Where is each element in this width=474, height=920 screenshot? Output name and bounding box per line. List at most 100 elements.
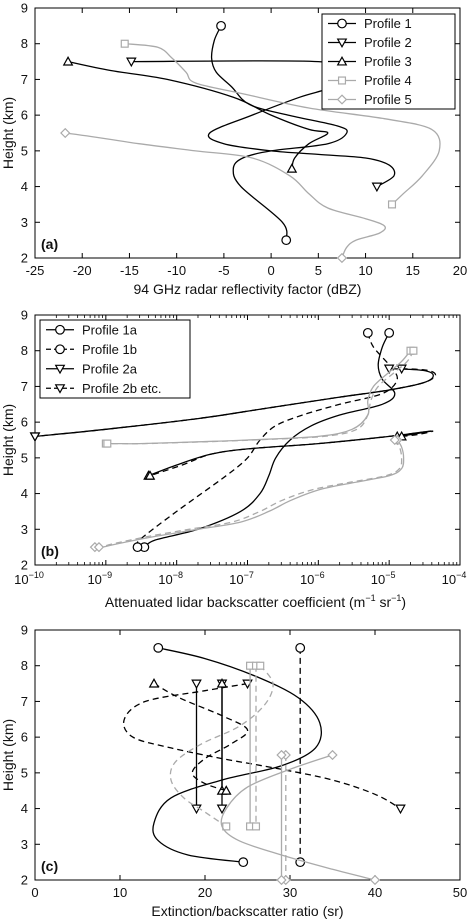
x-tick-label: -20 bbox=[73, 263, 92, 278]
y-tick-label: 6 bbox=[21, 415, 28, 430]
y-tick-label: 7 bbox=[21, 694, 28, 709]
legend-marker bbox=[54, 384, 66, 394]
x-tick-exponent: −4 bbox=[456, 570, 466, 580]
x-axis-label: 94 GHz radar reflectivity factor (dBZ) bbox=[134, 281, 362, 297]
legend-label: Profile 5 bbox=[364, 92, 412, 107]
x-tick-label: -10 bbox=[167, 263, 186, 278]
y-tick-label: 3 bbox=[21, 837, 28, 852]
series-marker bbox=[336, 252, 348, 264]
legend-label: Profile 2b etc. bbox=[82, 381, 162, 396]
legend-marker bbox=[336, 38, 348, 49]
series-marker bbox=[256, 661, 265, 670]
series-marker bbox=[126, 57, 137, 68]
x-tick-exponent: −6 bbox=[314, 570, 324, 580]
series-marker bbox=[60, 127, 71, 139]
legend-label: Profile 1a bbox=[82, 322, 138, 337]
legend-label: Profile 2a bbox=[82, 361, 138, 376]
series-line bbox=[143, 332, 396, 548]
y-tick-label: 4 bbox=[21, 179, 28, 194]
x-tick-label: 50 bbox=[453, 885, 467, 900]
x-tick-base: 10 bbox=[300, 572, 314, 587]
x-tick-exponent: −10 bbox=[29, 570, 44, 580]
series-marker bbox=[369, 874, 381, 886]
y-tick-label: 2 bbox=[21, 873, 28, 888]
series-marker bbox=[132, 542, 143, 553]
series-marker bbox=[395, 804, 406, 815]
series-marker bbox=[409, 346, 418, 355]
legend-marker bbox=[337, 18, 347, 29]
legend-label: Profile 3 bbox=[364, 54, 412, 69]
x-tick-base: 10 bbox=[14, 572, 28, 587]
legend-marker bbox=[336, 94, 348, 105]
series-line bbox=[210, 25, 348, 241]
series-marker bbox=[148, 678, 160, 688]
series-marker bbox=[276, 749, 287, 761]
x-tick-base: 10 bbox=[87, 572, 101, 587]
legend-marker bbox=[54, 364, 66, 375]
series-line bbox=[67, 60, 329, 169]
series-marker bbox=[216, 804, 228, 815]
y-tick-label: 7 bbox=[21, 379, 28, 394]
y-tick-label: 5 bbox=[21, 143, 28, 158]
series-line bbox=[153, 683, 249, 792]
x-tick-label: 15 bbox=[406, 263, 420, 278]
legend: Profile 1a Profile 1b Profile 2a Profile 2b… bbox=[39, 319, 191, 399]
x-tick-label: 20 bbox=[198, 885, 212, 900]
x-axis-label-part: Attenuated lidar backscatter coefficient… bbox=[105, 594, 365, 610]
x-tick-base: 10 bbox=[158, 572, 172, 587]
legend-box bbox=[321, 13, 456, 110]
series-marker bbox=[120, 39, 129, 48]
series-marker bbox=[286, 163, 298, 173]
series-line bbox=[94, 439, 405, 549]
x-tick-label: 10−7 bbox=[229, 570, 254, 587]
series-marker bbox=[144, 470, 156, 480]
x-axis-label-part: −1 bbox=[391, 593, 401, 603]
series-line bbox=[169, 665, 274, 827]
series-marker bbox=[384, 327, 395, 338]
series-line bbox=[107, 350, 414, 445]
legend-label: Profile 1b bbox=[82, 342, 137, 357]
legend-marker bbox=[55, 324, 65, 335]
x-tick-label: 10−10 bbox=[14, 570, 44, 587]
x-tick-label: 10 bbox=[113, 885, 127, 900]
x-tick-label: 10 bbox=[358, 263, 372, 278]
series-line bbox=[65, 132, 386, 258]
panel-tag: (c) bbox=[41, 858, 58, 874]
series-marker bbox=[103, 439, 112, 448]
y-tick-label: 5 bbox=[21, 765, 28, 780]
x-axis-label: Attenuated lidar backscatter coefficient… bbox=[105, 593, 406, 610]
y-tick-label: 9 bbox=[21, 623, 28, 638]
series-marker bbox=[191, 804, 202, 815]
series-marker bbox=[93, 541, 105, 553]
series-line bbox=[220, 754, 376, 880]
x-tick-label: 20 bbox=[453, 263, 467, 278]
series-line bbox=[122, 682, 401, 810]
series-marker bbox=[153, 642, 164, 653]
x-tick-label: 10−6 bbox=[300, 570, 325, 587]
series-line bbox=[35, 367, 437, 438]
legend-marker bbox=[336, 55, 348, 66]
chart-panel-a: 2 3 4 5 6 7 8 9 -25 -20 -15 -10 -5 0 5 10 15 20 Height (km… bbox=[0, 1, 467, 298]
x-tick-label: 30 bbox=[283, 885, 297, 900]
series-marker bbox=[371, 182, 383, 193]
x-tick-label: 10−4 bbox=[442, 570, 467, 587]
series-marker bbox=[238, 857, 249, 868]
series-marker bbox=[295, 642, 306, 653]
plot-frame bbox=[34, 7, 461, 259]
x-axis-label-part: ) bbox=[401, 594, 406, 610]
series-marker bbox=[383, 364, 395, 375]
series-marker bbox=[251, 822, 261, 831]
y-axis-label: Height (km) bbox=[0, 97, 16, 169]
y-tick-label: 9 bbox=[21, 308, 28, 323]
x-tick-label: 0 bbox=[267, 263, 274, 278]
legend: Profile 1 Profile 2 Profile 3 Profile 4 Prof… bbox=[321, 13, 456, 110]
series-line bbox=[152, 647, 323, 863]
y-tick-label: 6 bbox=[21, 108, 28, 123]
x-tick-exponent: −9 bbox=[102, 570, 112, 580]
legend-label: Profile 4 bbox=[364, 73, 412, 88]
series-marker bbox=[216, 678, 228, 688]
y-tick-label: 8 bbox=[21, 36, 28, 51]
x-tick-exponent: −5 bbox=[385, 570, 395, 580]
